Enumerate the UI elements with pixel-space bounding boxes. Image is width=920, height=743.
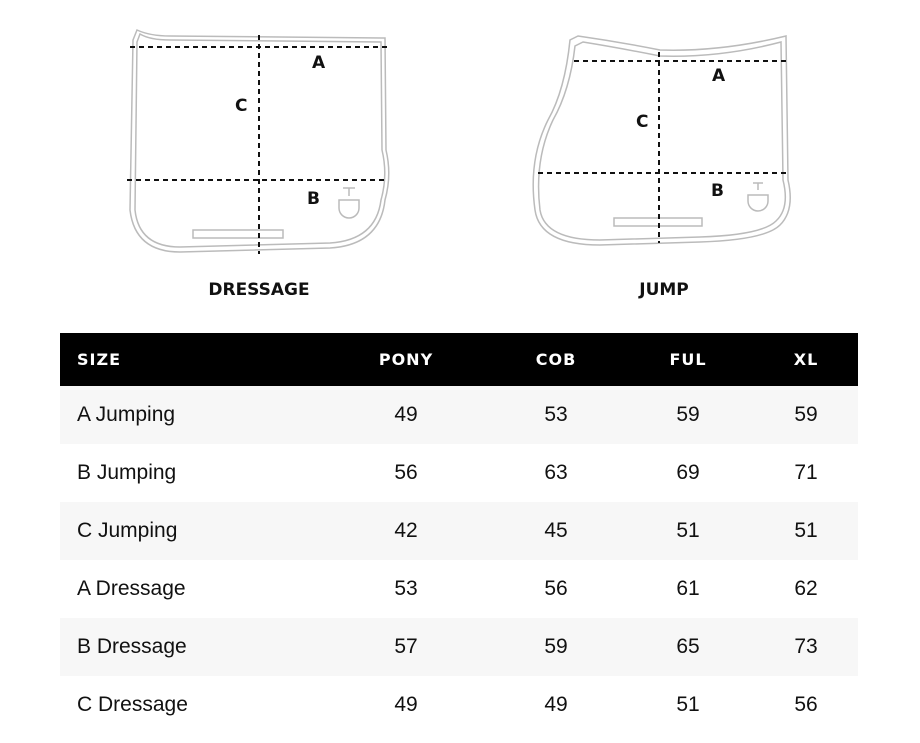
header-pony: PONY [378,350,434,369]
jump-pad-diagram [532,35,791,246]
table-cell: 53 [394,577,418,600]
table-row: B Dressage 57 59 65 73 [60,618,858,676]
table-cell: 42 [394,519,418,542]
dressage-label-a: A [312,53,326,73]
table-cell: 69 [676,461,700,484]
table-cell: 59 [794,403,818,426]
row-label: B Dressage [77,635,187,658]
table-cell: 65 [676,635,700,658]
table-cell: 59 [544,635,568,658]
table-cell: 53 [544,403,568,426]
row-label: C Dressage [77,693,188,716]
jump-label-a: A [712,66,726,86]
dressage-label-b: B [307,189,320,209]
table-cell: 49 [394,693,418,716]
dressage-pad-diagram [129,28,390,253]
table-cell: 45 [544,519,568,542]
table-cell: 56 [544,577,568,600]
table-cell: 51 [676,693,700,716]
header-size: SIZE [77,350,122,369]
table-row: A Dressage 53 56 61 62 [60,560,858,618]
table-cell: 56 [394,461,418,484]
header-cob: COB [535,350,577,369]
table-cell: 59 [676,403,700,426]
table-cell: 51 [794,519,818,542]
row-label: C Jumping [77,519,178,542]
table-row: C Jumping 42 45 51 51 [60,502,858,560]
jump-label-b: B [711,181,724,201]
table-row: C Dressage 49 49 51 56 [60,676,858,734]
table-cell: 61 [676,577,700,600]
row-label: B Jumping [77,461,177,484]
size-table: SIZE PONY COB FUL XL A Jumping 49 53 59 59 B … [60,333,858,734]
table-cell: 71 [794,461,818,484]
table-cell: 51 [676,519,700,542]
table-header: SIZE PONY COB FUL XL [60,333,858,386]
jump-caption: JUMP [639,280,689,300]
header-ful: FUL [669,350,707,369]
table-cell: 63 [544,461,568,484]
table-cell: 49 [394,403,418,426]
jump-label-c: C [636,112,648,132]
table-row: B Jumping 56 63 69 71 [60,444,858,502]
table-cell: 56 [794,693,818,716]
row-label: A Jumping [77,403,176,426]
dressage-label-c: C [235,96,247,116]
table-cell: 62 [794,577,818,600]
table-cell: 57 [394,635,418,658]
table-row: A Jumping 49 53 59 59 [60,386,858,444]
table-cell: 73 [794,635,818,658]
header-xl: XL [793,350,819,369]
table-cell: 49 [544,693,568,716]
saddle-pad-diagrams: A C B A C B [127,28,791,254]
dressage-caption: DRESSAGE [208,280,310,300]
row-label: A Dressage [77,577,186,600]
